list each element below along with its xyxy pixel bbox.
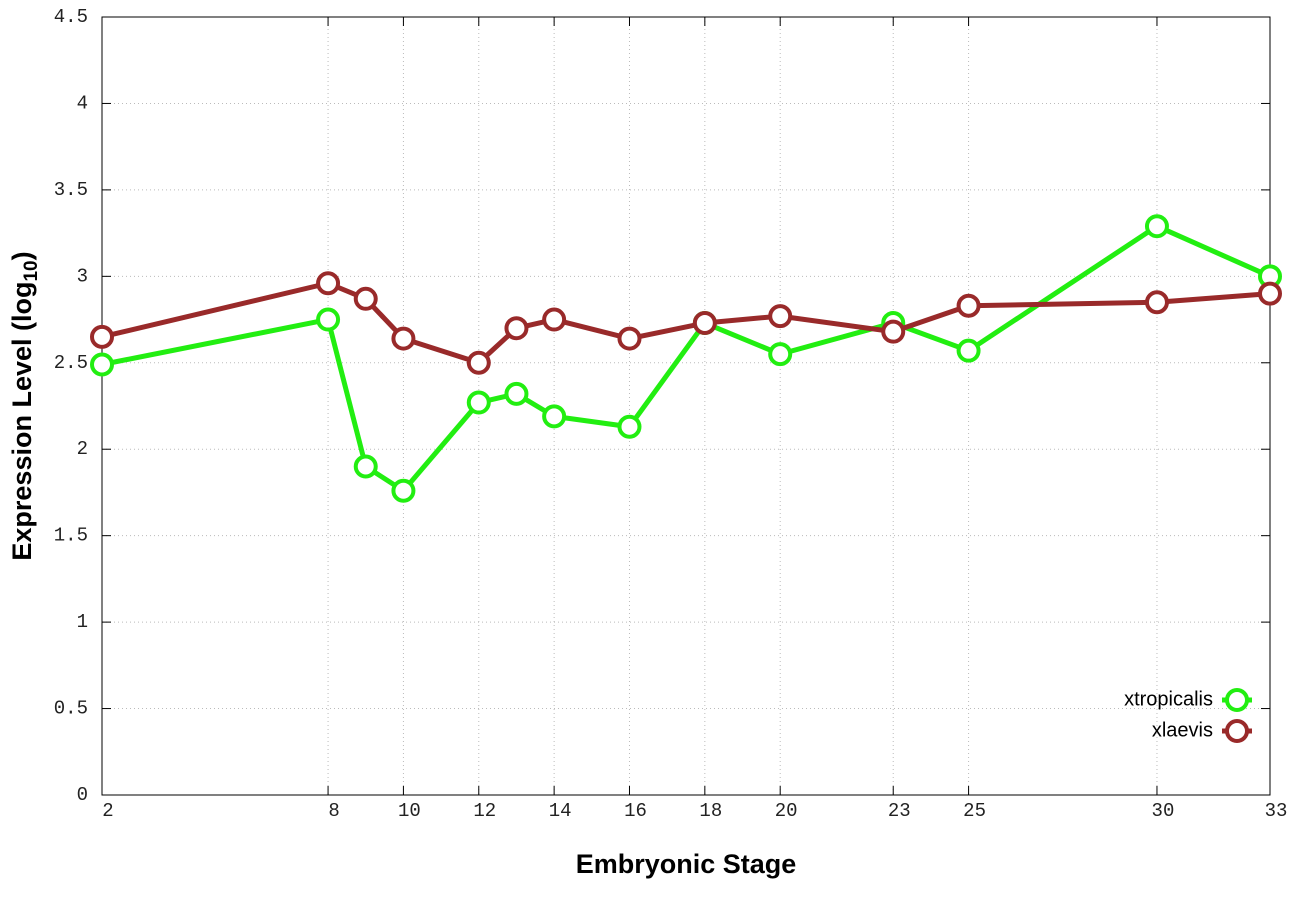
data-point bbox=[90, 324, 114, 349]
x-tick-label: 30 bbox=[1152, 800, 1175, 822]
x-tick-label: 23 bbox=[888, 800, 911, 822]
y-tick-label: 1 bbox=[77, 611, 88, 633]
legend-label: xtropicalis bbox=[1124, 688, 1213, 710]
y-axis-label-end: ) bbox=[7, 251, 37, 260]
x-tick-label: 16 bbox=[624, 800, 647, 822]
data-point bbox=[692, 311, 717, 336]
y-axis-label-main: Expression Level (log bbox=[7, 282, 37, 561]
y-tick-label: 1.5 bbox=[54, 525, 88, 547]
y-tick-label: 4 bbox=[77, 92, 88, 114]
y-tick-label: 0 bbox=[77, 784, 88, 806]
data-point bbox=[768, 342, 793, 367]
y-tick-label: 3.5 bbox=[54, 179, 88, 201]
x-tick-label: 8 bbox=[328, 800, 339, 822]
legend-marker bbox=[1225, 688, 1249, 712]
data-point bbox=[504, 381, 529, 406]
data-point bbox=[391, 478, 416, 503]
y-tick-label: 0.5 bbox=[54, 698, 88, 720]
y-axis-label-sub: 10 bbox=[21, 260, 42, 281]
x-tick-label: 12 bbox=[473, 800, 496, 822]
x-tick-label: 20 bbox=[775, 800, 798, 822]
data-point bbox=[617, 414, 642, 439]
data-point bbox=[391, 326, 416, 351]
data-point bbox=[504, 316, 529, 341]
plot-frame bbox=[101, 16, 1271, 796]
series-line bbox=[101, 223, 1272, 494]
data-point bbox=[956, 338, 981, 363]
x-tick-label: 10 bbox=[398, 800, 421, 822]
legend-marker bbox=[1225, 719, 1249, 743]
x-tick-label: 2 bbox=[102, 800, 113, 822]
y-tick-label: 3 bbox=[77, 265, 88, 287]
y-tick-label: 4.5 bbox=[54, 6, 88, 28]
y-axis-label: Expression Level (log10) bbox=[7, 251, 42, 560]
data-point bbox=[353, 286, 378, 311]
data-point bbox=[542, 404, 567, 429]
data-point bbox=[316, 307, 341, 332]
data-point bbox=[881, 319, 906, 344]
data-point bbox=[617, 326, 642, 351]
data-point bbox=[466, 390, 491, 415]
data-point bbox=[1258, 281, 1282, 306]
data-point bbox=[1144, 214, 1169, 239]
data-point bbox=[353, 454, 378, 479]
data-point bbox=[90, 352, 114, 377]
data-point bbox=[466, 350, 491, 375]
data-point bbox=[956, 293, 981, 318]
y-tick-label: 2.5 bbox=[54, 352, 88, 374]
data-point bbox=[542, 307, 567, 332]
x-tick-label: 18 bbox=[699, 800, 722, 822]
x-tick-label: 33 bbox=[1265, 800, 1288, 822]
y-tick-label: 2 bbox=[77, 438, 88, 460]
x-tick-label: 25 bbox=[963, 800, 986, 822]
x-axis-label: Embryonic Stage bbox=[576, 849, 797, 879]
data-point bbox=[316, 271, 341, 296]
data-point bbox=[768, 304, 793, 329]
x-tick-label: 14 bbox=[549, 800, 572, 822]
legend-label: xlaevis bbox=[1152, 719, 1213, 741]
data-point bbox=[1144, 290, 1169, 315]
